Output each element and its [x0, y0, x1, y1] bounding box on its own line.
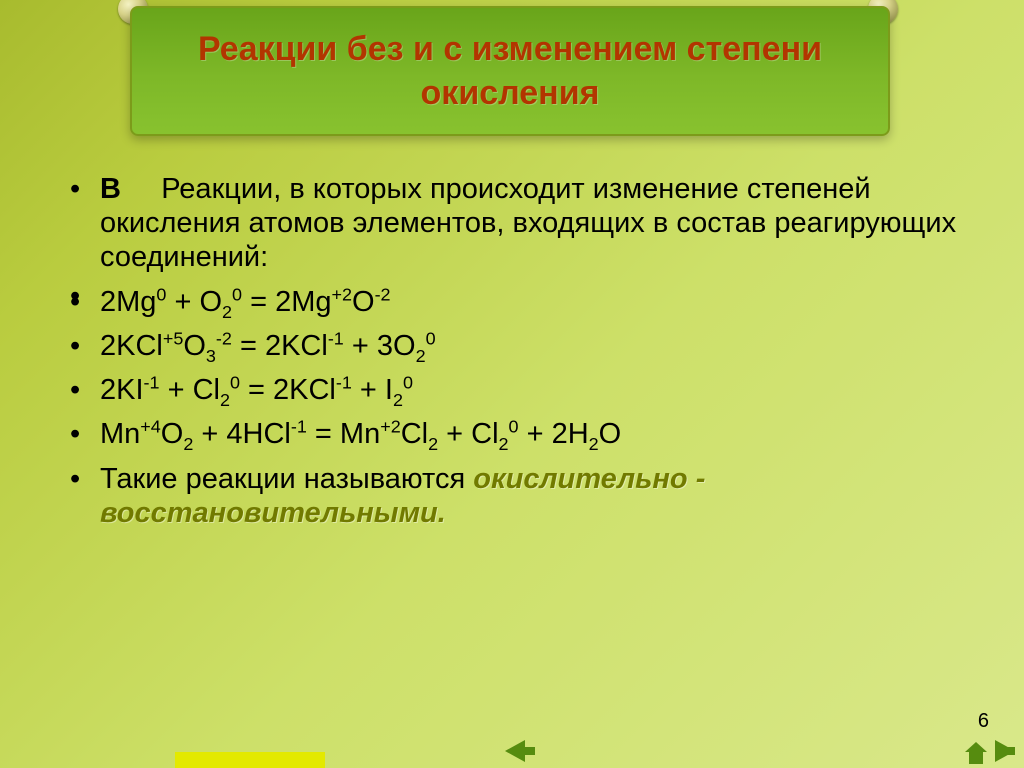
slide-body: В Реакции, в которых происходит изменени… — [60, 172, 960, 534]
bullet-intro: В Реакции, в которых происходит изменени… — [60, 172, 960, 275]
bullet-intro-text: Реакции, в которых происходит изменение … — [100, 173, 956, 273]
accent-tab — [175, 752, 325, 768]
conclusion-lead: Такие реакции называются — [100, 463, 473, 495]
page-number: 6 — [978, 710, 989, 733]
bullet-intro-lead: В — [100, 173, 121, 205]
title-banner: Реакции без и с изменением степени окисл… — [130, 6, 890, 136]
equation-3: 2KI-1 + Cl20 = 2KCl-1 + I20 — [60, 373, 960, 407]
slide-title: Реакции без и с изменением степени окисл… — [162, 27, 858, 115]
slide: Реакции без и с изменением степени окисл… — [0, 0, 1024, 768]
equation-1: 2Mg0 + O20 = 2Mg+2O-2 — [60, 285, 960, 319]
equation-4: Mn+4O2 + 4HCl-1 = Mn+2Cl2 + Cl20 + 2H2O — [60, 417, 960, 451]
home-icon[interactable] — [965, 742, 987, 764]
next-arrow-icon[interactable] — [995, 740, 1015, 762]
bullet-conclusion: Такие реакции называются окислительно - … — [60, 462, 960, 530]
equation-2: 2KCl+5O3-2 = 2KCl-1 + 3O20 — [60, 329, 960, 363]
prev-arrow-icon[interactable] — [505, 740, 525, 762]
